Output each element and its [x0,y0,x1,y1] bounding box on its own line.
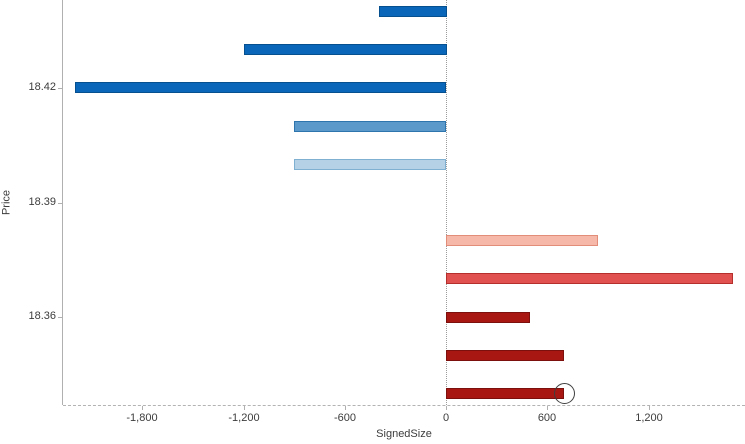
bar-price-18.34[interactable] [446,388,564,399]
y-axis-line [62,0,63,405]
y-axis-title: Price [0,189,13,216]
y-tick-mark [58,317,63,318]
x-tick-label: 1,200 [635,412,663,424]
x-axis-line [63,405,745,406]
x-tick-label: 600 [537,412,557,424]
bar-price-18.44[interactable] [379,6,447,17]
bar-price-18.38[interactable] [446,235,598,246]
bar-price-18.41[interactable] [294,121,446,132]
bar-price-18.35[interactable] [446,350,564,361]
bar-price-18.42[interactable] [75,82,446,93]
highlight-circle-annotation [554,383,575,404]
x-axis-title: SignedSize [376,428,432,440]
zero-reference-line [446,0,447,405]
x-tick-mark [345,406,346,410]
bar-price-18.43[interactable] [244,44,447,55]
x-tick-mark [142,406,143,410]
x-tick-mark [244,406,245,410]
y-tick-label: 18.36 [28,310,56,322]
y-tick-label: 18.42 [28,81,56,93]
y-tick-mark [58,88,63,89]
x-tick-mark [446,406,447,410]
bar-price-18.37[interactable] [446,273,733,284]
x-tick-label: -1,800 [126,412,158,424]
bar-price-18.36[interactable] [446,312,530,323]
x-tick-label: -600 [333,412,357,424]
y-tick-mark [58,203,63,204]
x-tick-mark [547,406,548,410]
x-tick-label: -1,200 [228,412,260,424]
y-tick-label: 18.39 [28,196,56,208]
x-tick-mark [649,406,650,410]
bar-price-18.40[interactable] [294,159,446,170]
x-tick-label: 0 [442,412,450,424]
